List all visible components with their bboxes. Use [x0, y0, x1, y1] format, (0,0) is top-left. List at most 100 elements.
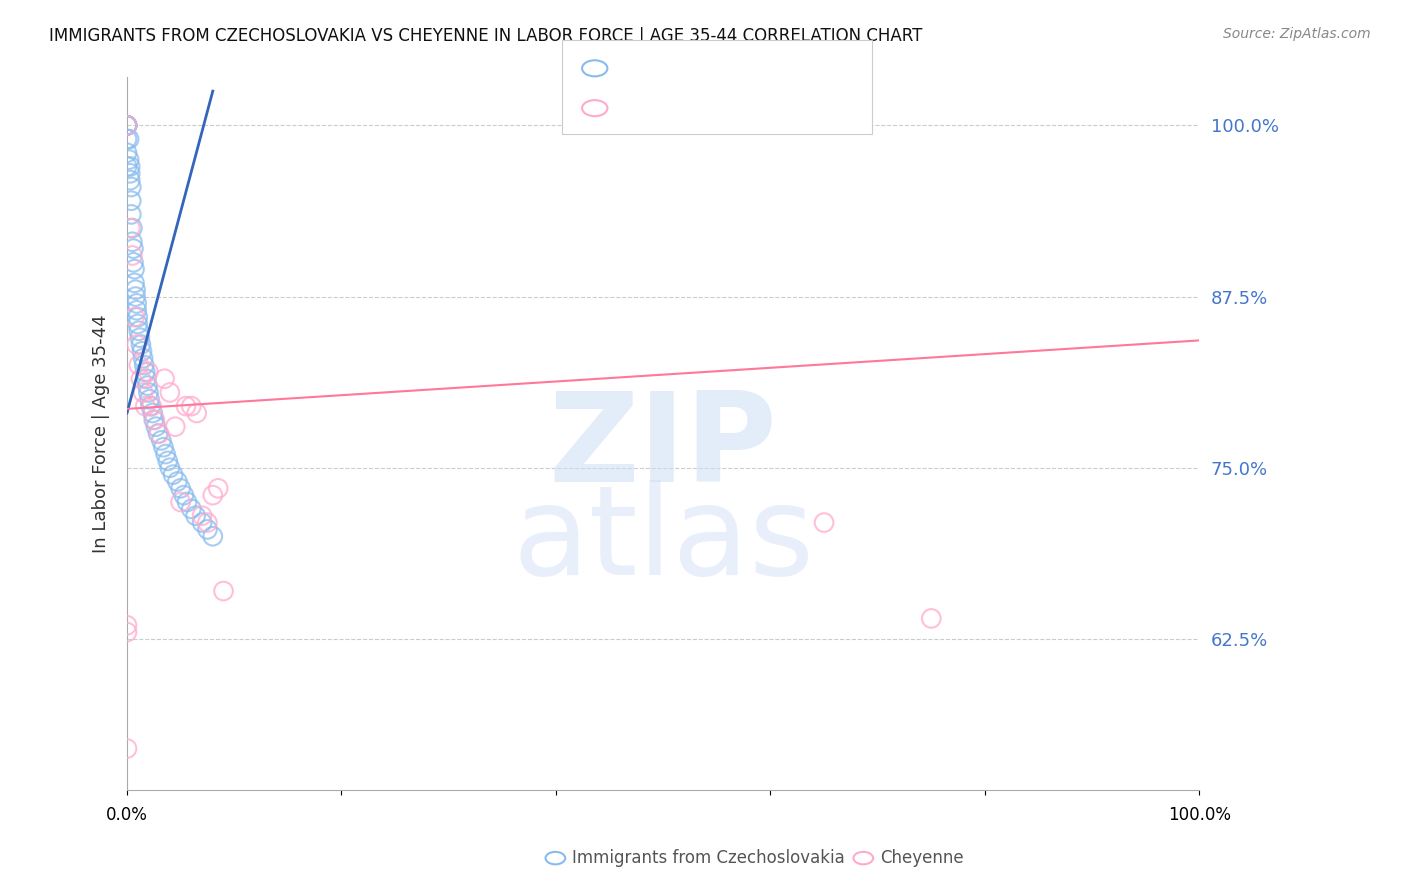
Point: [146, 426, 169, 441]
Point: [129, 337, 152, 351]
Point: [128, 331, 150, 345]
Point: [180, 399, 202, 413]
Point: [120, 194, 142, 208]
Point: [173, 488, 195, 502]
Point: [125, 337, 148, 351]
Point: [136, 378, 159, 392]
Text: 0.059: 0.059: [669, 99, 725, 117]
Point: [139, 399, 162, 413]
Point: [134, 365, 156, 379]
Point: [124, 262, 146, 277]
Point: [165, 419, 187, 434]
Point: [124, 310, 146, 325]
Point: [131, 344, 153, 359]
Point: [134, 399, 156, 413]
Point: [121, 235, 143, 249]
Point: [120, 173, 142, 187]
Text: IMMIGRANTS FROM CZECHOSLOVAKIA VS CHEYENNE IN LABOR FORCE | AGE 35-44 CORRELATIO: IMMIGRANTS FROM CZECHOSLOVAKIA VS CHEYEN…: [49, 27, 922, 45]
Point: [143, 413, 166, 427]
Point: [115, 119, 138, 133]
Point: [150, 434, 173, 448]
Text: 30: 30: [787, 99, 818, 117]
Point: [120, 160, 142, 174]
Point: [184, 508, 207, 523]
Point: [176, 495, 198, 509]
Point: [128, 358, 150, 372]
Point: [162, 467, 184, 482]
Point: [197, 523, 219, 537]
Text: ZIP: ZIP: [548, 387, 778, 508]
Text: 100.0%: 100.0%: [1168, 806, 1230, 824]
Text: 61: 61: [787, 60, 818, 78]
Point: [128, 324, 150, 338]
Point: [169, 481, 191, 495]
Point: [120, 166, 142, 180]
Point: [120, 180, 142, 194]
Text: 0.0%: 0.0%: [105, 806, 148, 824]
Text: Immigrants from Czechoslovakia: Immigrants from Czechoslovakia: [572, 849, 845, 867]
Point: [138, 365, 160, 379]
Point: [122, 255, 145, 269]
Point: [197, 516, 219, 530]
Point: [124, 289, 146, 303]
Text: N =: N =: [733, 60, 785, 78]
Text: Source: ZipAtlas.com: Source: ZipAtlas.com: [1223, 27, 1371, 41]
Y-axis label: In Labor Force | Age 35-44: In Labor Force | Age 35-44: [93, 314, 110, 553]
Point: [212, 584, 235, 599]
Point: [121, 248, 143, 262]
Point: [180, 501, 202, 516]
Text: N =: N =: [733, 99, 785, 117]
Point: [115, 741, 138, 756]
Point: [920, 611, 942, 625]
Point: [142, 413, 165, 427]
Point: [138, 385, 160, 400]
Point: [115, 119, 138, 133]
Text: 0.300: 0.300: [669, 60, 725, 78]
Point: [115, 618, 138, 632]
Point: [201, 488, 224, 502]
Point: [135, 372, 157, 386]
Point: [115, 145, 138, 160]
Point: [120, 221, 142, 235]
Point: [191, 508, 214, 523]
Point: [141, 399, 163, 413]
Point: [115, 119, 138, 133]
Text: R =: R =: [616, 60, 655, 78]
Text: atlas: atlas: [512, 480, 814, 601]
Point: [152, 440, 174, 454]
Point: [115, 119, 138, 133]
Point: [127, 310, 149, 325]
Point: [159, 460, 181, 475]
Point: [174, 399, 197, 413]
Point: [118, 153, 141, 167]
Point: [155, 447, 177, 461]
Point: [148, 426, 170, 441]
Text: Cheyenne: Cheyenne: [880, 849, 963, 867]
Point: [121, 221, 143, 235]
Point: [127, 317, 149, 331]
Point: [115, 119, 138, 133]
Point: [138, 392, 160, 407]
Point: [124, 276, 146, 290]
Point: [153, 372, 176, 386]
Point: [118, 132, 141, 146]
Point: [124, 283, 146, 297]
Point: [191, 516, 214, 530]
Point: [125, 303, 148, 318]
Point: [120, 207, 142, 221]
Point: [169, 495, 191, 509]
Point: [115, 132, 138, 146]
Text: R =: R =: [616, 99, 655, 117]
Point: [186, 406, 208, 420]
Point: [142, 406, 165, 420]
Point: [813, 516, 835, 530]
Point: [132, 385, 155, 400]
Point: [145, 419, 167, 434]
Point: [115, 160, 138, 174]
Point: [115, 625, 138, 640]
Point: [132, 351, 155, 366]
Point: [166, 475, 188, 489]
Point: [156, 454, 179, 468]
Point: [207, 481, 229, 495]
Point: [122, 242, 145, 256]
